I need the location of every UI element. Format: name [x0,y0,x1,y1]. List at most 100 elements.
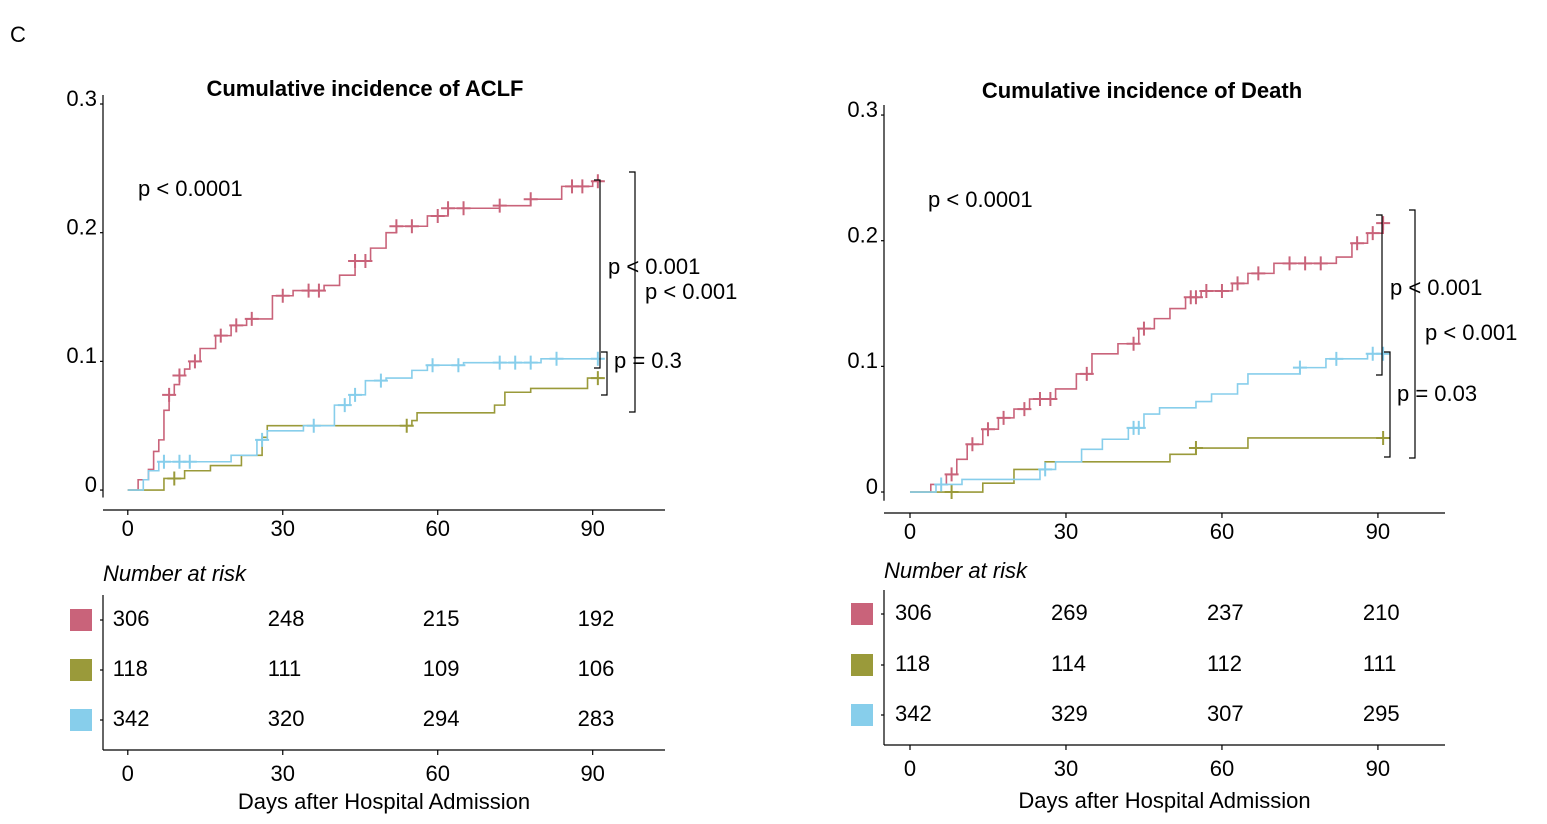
censor-mark [996,410,1011,425]
chart-title: Cumulative incidence of ACLF [206,76,523,101]
y-tick-label: 0.1 [847,348,878,373]
censor-mark [1350,236,1365,251]
censor-mark [1188,290,1203,305]
step-line [909,437,1389,493]
censor-mark [1126,336,1141,351]
p-value: p < 0.0001 [138,176,243,201]
censor-mark [430,208,445,223]
censor-mark [492,198,507,213]
risk-count: 118 [113,656,148,681]
x-axis-label: Days after Hospital Admission [238,789,530,814]
y-tick-label: 0.2 [66,215,97,240]
censor-mark [1376,216,1391,231]
censor-mark [1329,351,1344,366]
risk-count: 111 [268,656,301,681]
y-tick-label: 0 [85,472,97,497]
risk-count: 106 [578,656,615,681]
censor-mark [492,355,507,370]
censor-mark [1043,392,1058,407]
step-line [127,377,604,491]
censor-mark [311,283,326,298]
x-tick-label: 30 [271,761,295,786]
censor-mark [167,471,182,486]
p-value: p < 0.001 [1390,275,1482,300]
p-value: p < 0.0001 [928,187,1033,212]
legend-swatch [851,704,873,726]
censor-mark [590,371,605,386]
censor-mark [944,467,959,482]
censor-mark [1214,283,1229,298]
censor-mark [425,358,440,373]
censor-mark [456,201,471,216]
risk-count: 295 [1363,701,1400,726]
risk-count: 283 [578,706,615,731]
x-tick-label: 0 [122,761,134,786]
risk-table-title: Number at risk [884,558,1028,583]
censor-mark [549,351,564,366]
chart-title: Cumulative incidence of Death [982,78,1302,103]
bracket [629,171,636,413]
legend-swatch [70,609,92,631]
censor-mark [1313,256,1328,271]
x-tick-label: 60 [1210,519,1234,544]
censor-mark [1079,366,1094,381]
risk-count: 237 [1207,600,1244,625]
censor-mark [229,318,244,333]
censor-mark [1136,321,1151,336]
bracket [594,179,601,369]
y-tick-label: 0.1 [66,343,97,368]
censor-mark [590,174,605,189]
censor-mark [523,355,538,370]
risk-table-title: Number at risk [103,561,247,586]
censor-mark [1376,346,1391,361]
x-axis-label: Days after Hospital Admission [1018,788,1310,813]
bracket [1376,214,1383,376]
x-tick-label: 0 [904,519,916,544]
risk-count: 248 [268,606,305,631]
censor-mark [1292,360,1307,375]
step-line [127,180,604,491]
x-tick-label: 0 [122,516,134,541]
censor-mark [1188,441,1203,456]
risk-count: 210 [1363,600,1400,625]
censor-mark [1282,256,1297,271]
censor-mark [162,387,177,402]
risk-count: 114 [1051,651,1086,676]
censor-mark [404,219,419,234]
risk-count: 342 [113,706,150,731]
censor-mark [1298,256,1313,271]
x-tick-label: 30 [271,516,295,541]
censor-mark [275,288,290,303]
censor-mark [182,454,197,469]
censor-mark [1038,462,1053,477]
censor-mark [1131,420,1146,435]
x-tick-label: 30 [1054,519,1078,544]
p-value: p < 0.001 [608,254,700,279]
censor-mark [337,398,352,413]
p-value: p < 0.001 [645,279,737,304]
x-tick-label: 60 [425,761,449,786]
x-tick-label: 90 [580,761,604,786]
y-tick-label: 0.3 [66,86,97,111]
legend-swatch [851,603,873,625]
censor-mark [255,432,270,447]
p-value: p = 0.3 [614,348,682,373]
censor-mark [508,355,523,370]
risk-count: 329 [1051,701,1088,726]
censor-mark [590,351,605,366]
censor-mark [1365,226,1380,241]
p-value: p < 0.001 [1425,320,1517,345]
censor-mark [1251,266,1266,281]
censor-mark [348,387,363,402]
risk-count: 269 [1051,600,1088,625]
legend-swatch [851,654,873,676]
risk-count: 118 [895,651,930,676]
censor-mark [1199,283,1214,298]
censor-mark [373,373,388,388]
bracket [601,351,608,396]
censor-mark [441,201,456,216]
censor-mark [399,418,414,433]
censor-mark [306,418,321,433]
censor-mark [244,311,259,326]
x-tick-label: 90 [580,516,604,541]
